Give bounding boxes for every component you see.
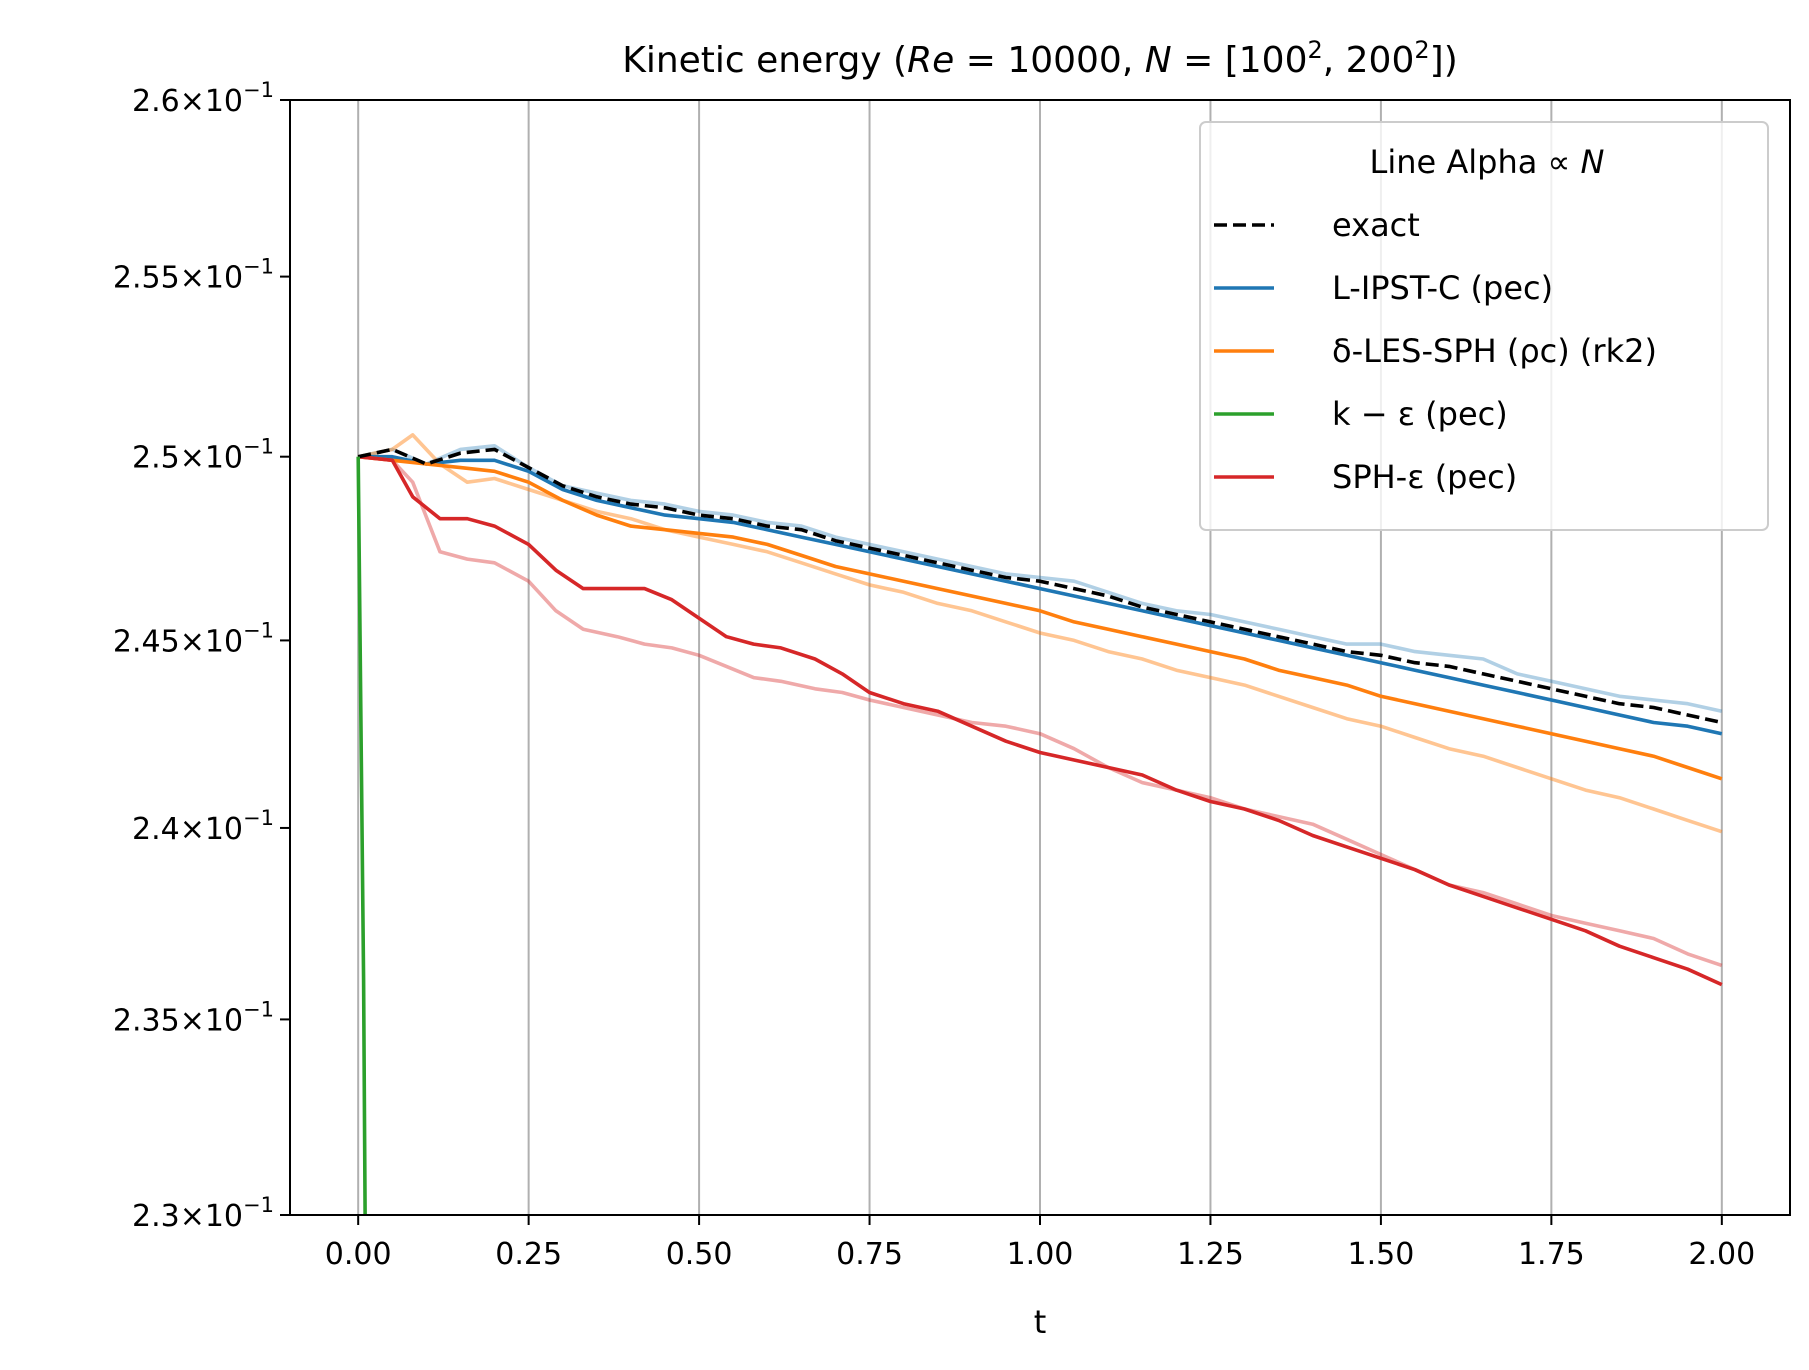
x-tick-label: 0.00 <box>325 1237 392 1272</box>
y-tick-label: 2.55×10−1 <box>113 255 274 296</box>
legend: Line Alpha ∝ N exact L-IPST-C (pec) δ-LES-… <box>1199 121 1769 531</box>
legend-label: k − ε (pec) <box>1332 395 1508 433</box>
y-axis-ticks: 2.3×10−1 2.35×10−1 2.4×10−1 2.45×10−1 2.5×10… <box>113 78 290 1234</box>
legend-label: δ-LES-SPH (ρc) (rk2) <box>1332 332 1657 370</box>
y-tick-label: 2.6×10−1 <box>132 78 274 119</box>
x-tick-label: 1.50 <box>1348 1237 1415 1272</box>
x-tick-label: 0.25 <box>495 1237 562 1272</box>
legend-title: Line Alpha ∝ N <box>1370 143 1605 181</box>
x-tick-label: 0.50 <box>666 1237 733 1272</box>
x-tick-label: 2.00 <box>1688 1237 1755 1272</box>
series-line-7 <box>356 456 367 1215</box>
legend-label: L-IPST-C (pec) <box>1332 269 1553 307</box>
legend-box <box>1199 121 1769 531</box>
x-tick-label: 1.75 <box>1518 1237 1585 1272</box>
legend-label: SPH-ε (pec) <box>1332 458 1517 496</box>
series-line-4 <box>358 454 1723 781</box>
x-tick-label: 1.25 <box>1177 1237 1244 1272</box>
y-tick-label: 2.45×10−1 <box>113 618 274 659</box>
y-tick-label: 2.5×10−1 <box>132 435 274 476</box>
chart-title: Kinetic energy (Re = 10000, N = [1002, 2… <box>622 36 1458 81</box>
plot-series <box>356 433 1723 1215</box>
x-axis-ticks: 0.00 0.25 0.50 0.75 1.00 1.25 1.50 1.75 2.00 <box>325 1215 1755 1272</box>
legend-label: exact <box>1332 206 1420 244</box>
x-tick-label: 0.75 <box>836 1237 903 1272</box>
x-tick-label: 1.00 <box>1007 1237 1074 1272</box>
series-line-2 <box>358 454 1723 968</box>
y-tick-label: 2.3×10−1 <box>132 1193 274 1234</box>
series-line-3 <box>358 454 1723 736</box>
series-line-5 <box>358 454 1723 987</box>
y-tick-label: 2.35×10−1 <box>113 997 274 1038</box>
y-tick-label: 2.4×10−1 <box>132 806 274 847</box>
x-axis-label: t <box>1034 1303 1047 1341</box>
series-line-0 <box>357 443 1723 713</box>
series-line-6 <box>357 447 1723 725</box>
